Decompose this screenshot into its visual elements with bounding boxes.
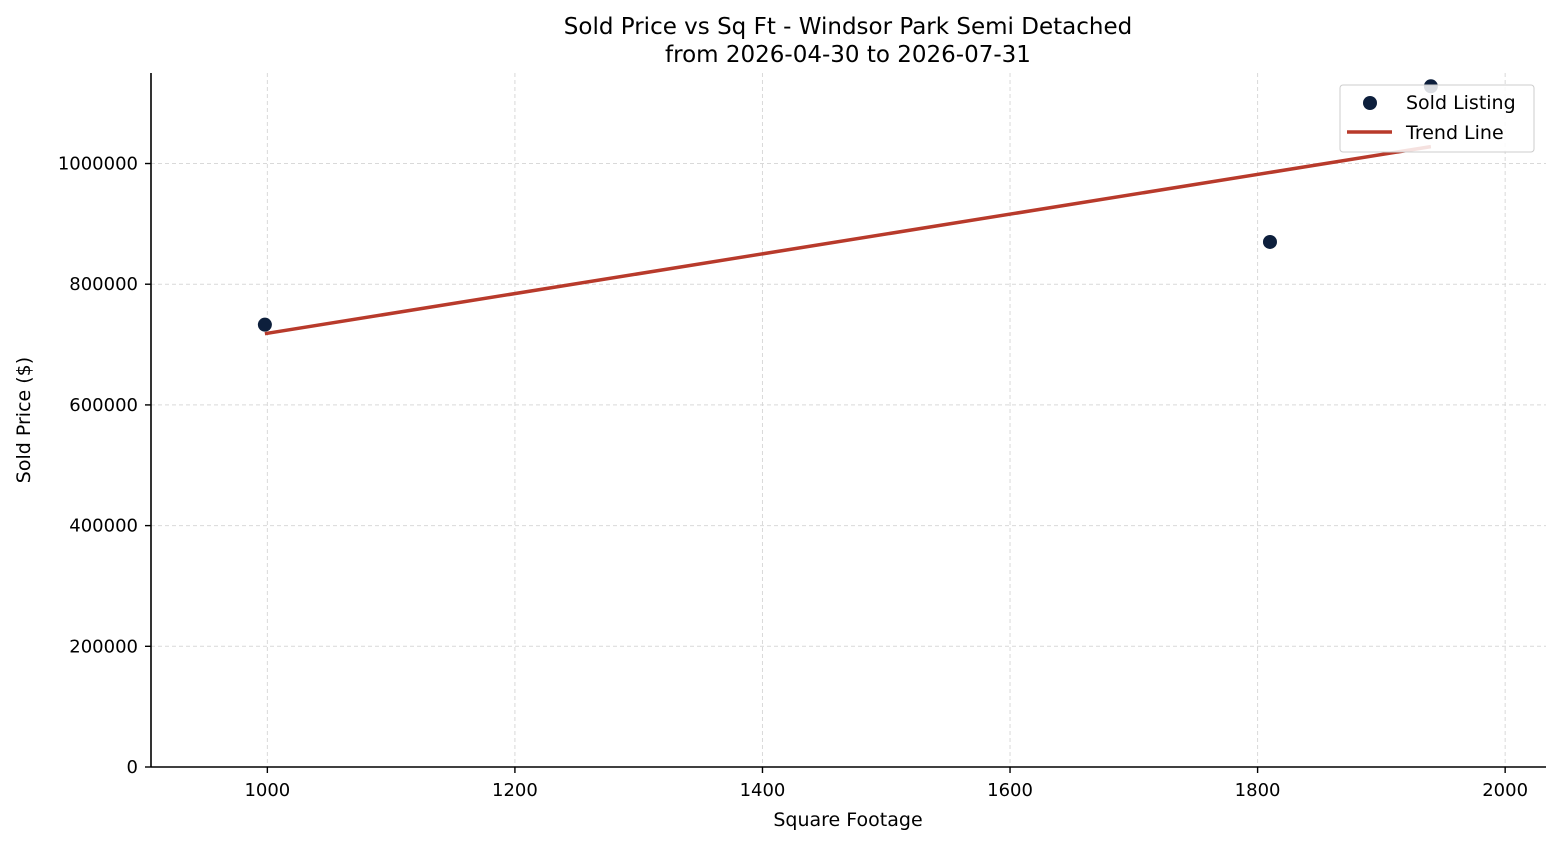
x-tick-label: 1200 xyxy=(492,780,538,801)
scatter-points-layer xyxy=(257,79,1438,332)
sold-listing-point xyxy=(257,317,272,332)
x-axis-label: Square Footage xyxy=(773,809,922,831)
y-axis-label: Sold Price ($) xyxy=(13,357,35,483)
chart-title: Sold Price vs Sq Ft - Windsor Park Semi … xyxy=(564,14,1132,40)
y-tick-label: 600000 xyxy=(69,395,138,416)
legend-scatter-marker xyxy=(1363,96,1377,110)
x-tick-label: 1400 xyxy=(740,780,786,801)
y-tick-label: 1000000 xyxy=(58,154,138,175)
y-tick-label: 200000 xyxy=(69,636,138,657)
grid xyxy=(151,73,1546,768)
chart-subtitle: from 2026-04-30 to 2026-07-31 xyxy=(665,42,1031,68)
axes: 1000 1200 1400 1600 1800 2000 0 200000 400000 600… xyxy=(58,73,1546,801)
legend: Sold Listing Trend Line xyxy=(1339,84,1535,153)
y-tick-label: 400000 xyxy=(69,516,138,537)
legend-box xyxy=(1339,84,1535,153)
legend-sold-listing-label: Sold Listing xyxy=(1406,92,1516,114)
y-tick-label: 800000 xyxy=(69,274,138,295)
sold-listing-point xyxy=(1262,234,1277,249)
x-tick-label: 1000 xyxy=(244,780,290,801)
trend-line-layer xyxy=(264,144,1432,336)
trend-line xyxy=(264,144,1432,336)
legend-trend-line-label: Trend Line xyxy=(1405,122,1504,144)
x-tick-label: 1600 xyxy=(987,780,1033,801)
y-tick-label: 0 xyxy=(127,757,138,778)
x-tick-label: 1800 xyxy=(1235,780,1281,801)
x-tick-label: 2000 xyxy=(1482,780,1528,801)
